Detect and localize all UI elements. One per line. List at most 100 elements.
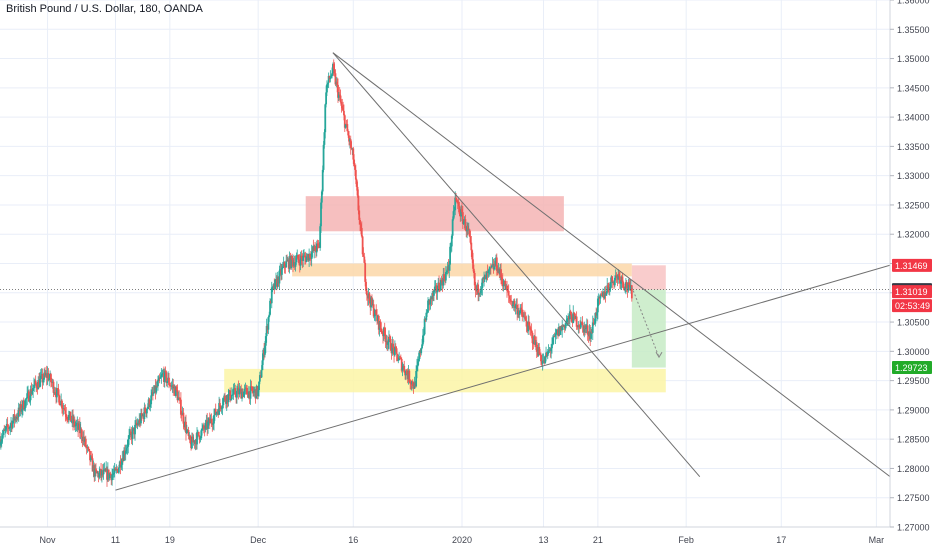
candle-body <box>329 77 332 80</box>
candle-body <box>621 276 624 283</box>
candle-body <box>338 94 341 96</box>
candle-body <box>431 293 434 300</box>
candle-body <box>22 400 25 410</box>
candle-body <box>507 290 510 296</box>
y-tick-label: 1.36000 <box>897 0 930 6</box>
candle-body <box>220 408 223 410</box>
candle-body <box>198 435 201 440</box>
candle-body <box>157 380 159 387</box>
candle-body <box>435 285 438 293</box>
candle-body <box>80 429 83 438</box>
candle-body <box>439 279 442 291</box>
candle-body <box>568 311 571 320</box>
candle-body <box>609 282 612 289</box>
candle-body <box>219 406 222 409</box>
candle-body <box>317 243 320 245</box>
candle-body <box>444 272 447 281</box>
candle-body <box>619 281 622 284</box>
candle-body <box>331 73 333 77</box>
candle-body <box>325 92 328 105</box>
candle-body <box>473 272 476 286</box>
price-tag <box>892 285 932 299</box>
candle-body <box>511 301 513 307</box>
candle-body <box>423 318 426 335</box>
candle-body <box>261 360 264 371</box>
candle-body <box>243 388 246 392</box>
candle-body <box>303 255 306 258</box>
candle-body <box>25 398 28 400</box>
candle-body <box>112 472 115 475</box>
candle-body <box>576 326 579 328</box>
candle-body <box>43 372 46 380</box>
candle-body <box>48 378 51 381</box>
candle-body <box>380 328 383 332</box>
candle-body <box>337 84 339 98</box>
y-tick-label: 1.34500 <box>897 83 930 93</box>
x-tick-label: 11 <box>111 535 120 545</box>
candle-body <box>458 206 461 214</box>
candle-body <box>504 280 507 290</box>
candle-body <box>278 270 281 284</box>
candle-body <box>580 321 583 323</box>
candle-body <box>309 253 311 258</box>
candle-body <box>468 229 471 237</box>
candle-body <box>134 424 136 435</box>
candle-body <box>481 278 484 288</box>
candle-body <box>487 270 490 273</box>
candle-body <box>575 316 578 327</box>
candle-body <box>355 179 358 187</box>
candle-body <box>550 348 553 352</box>
resistance-zone <box>292 263 632 277</box>
candle-body <box>347 131 350 136</box>
candle-body <box>215 412 218 415</box>
candle-body <box>470 242 473 251</box>
candle-body <box>165 372 168 384</box>
candle-body <box>460 209 463 217</box>
candle-body <box>394 346 397 349</box>
candle-body <box>360 227 363 237</box>
candle-body <box>88 448 91 451</box>
candle-body <box>91 458 94 472</box>
candle-body <box>33 384 35 389</box>
candle-body <box>326 82 329 85</box>
candle-body <box>249 386 252 399</box>
candle-body <box>436 290 439 293</box>
candle-body <box>251 386 254 391</box>
candle-body <box>42 379 45 383</box>
x-tick-label: Feb <box>678 535 694 545</box>
candle-body <box>227 393 230 403</box>
candle-body <box>450 235 453 247</box>
candle-body <box>450 246 452 248</box>
candle-body <box>271 286 274 288</box>
candle-body <box>514 305 517 309</box>
candle-body <box>297 255 299 260</box>
candle-body <box>349 139 352 148</box>
candle-body <box>295 257 298 263</box>
candle-body <box>179 398 181 400</box>
candle-body <box>168 384 171 386</box>
candle-body <box>328 75 331 80</box>
candle-body <box>564 323 567 329</box>
candle-body <box>182 412 185 424</box>
candle-body <box>566 319 569 323</box>
candle-body <box>230 394 233 400</box>
candle-body <box>128 435 130 440</box>
candle-body <box>513 300 516 309</box>
candle-body <box>291 255 294 260</box>
candle-body <box>333 69 336 74</box>
candle-body <box>461 209 463 213</box>
candle-body <box>614 275 617 278</box>
candle-body <box>111 474 113 481</box>
candle-body <box>464 219 467 231</box>
candle-body <box>160 375 163 378</box>
candle-body <box>630 285 633 299</box>
candle-body <box>314 245 316 251</box>
y-tick-label: 1.27000 <box>897 523 930 533</box>
chart-title: British Pound / U.S. Dollar, 180, OANDA <box>6 3 203 15</box>
price-tag-label: 02:53:49 <box>895 301 930 311</box>
candle-body <box>506 285 508 291</box>
candle-body <box>89 456 92 461</box>
candle-body <box>2 430 5 435</box>
